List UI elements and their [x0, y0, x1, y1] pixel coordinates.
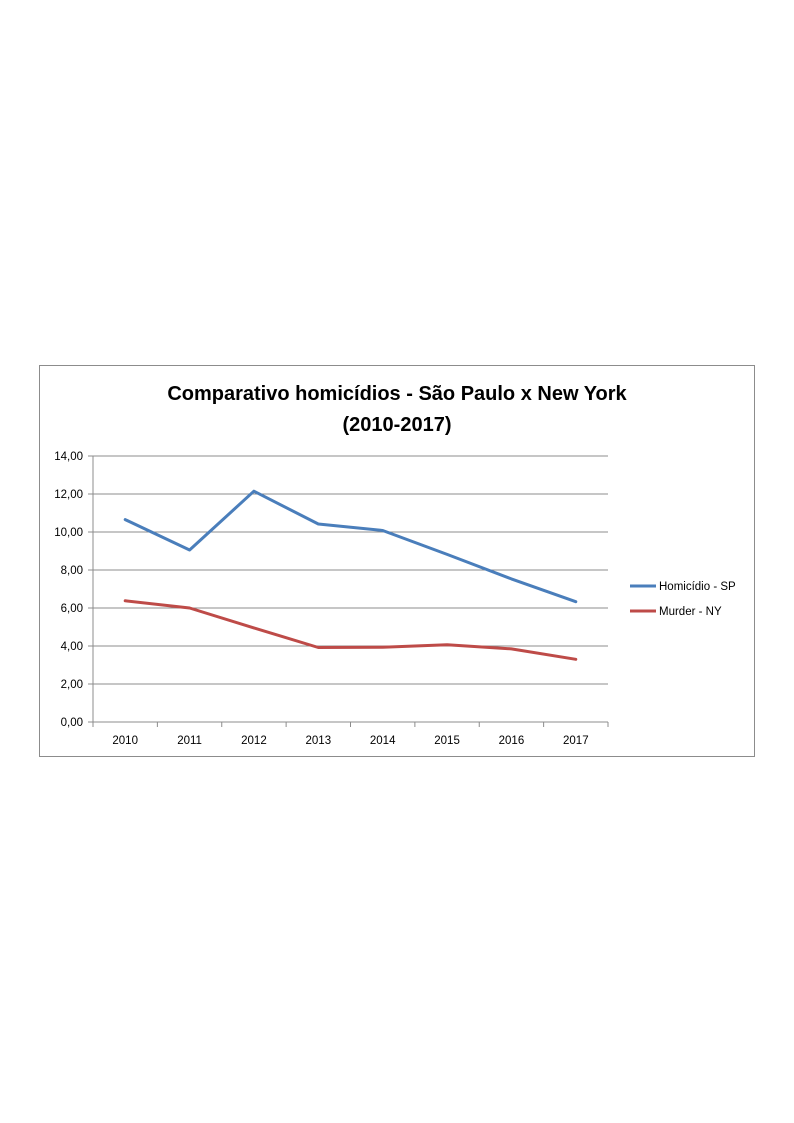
y-tick-label: 2,00: [61, 679, 83, 691]
y-tick-label: 6,00: [61, 603, 83, 615]
axes: 0,00 2,00 4,00 6,00 8,00 10,00 12,00 14,00 2010 2…: [54, 451, 609, 747]
series-line-1: [123, 489, 578, 604]
legend-label-2: Murder - NY: [659, 606, 722, 618]
legend-label-1: Homicídio - SP: [659, 581, 736, 593]
x-tick-label: 2017: [563, 735, 589, 747]
y-tick-label: 12,00: [54, 489, 83, 501]
legend: Homicídio - SP Murder - NY: [630, 581, 736, 618]
y-tick-label: 10,00: [54, 527, 83, 539]
chart-title-line-2: (2010-2017): [343, 414, 452, 436]
grid-lines: [93, 455, 608, 685]
x-tick-label: 2011: [177, 735, 202, 747]
series-line-2: [123, 599, 578, 661]
line-chart: Comparativo homicídios - São Paulo x New…: [54, 383, 736, 747]
y-tick-label: 0,00: [61, 717, 83, 729]
x-tick-label: 2013: [306, 735, 332, 747]
chart-frame: Comparativo homicídios - São Paulo x New…: [39, 365, 755, 757]
series-lines: [123, 489, 578, 661]
x-tick-label: 2012: [241, 735, 267, 747]
x-tick-label: 2010: [112, 735, 138, 747]
x-tick-label: 2014: [370, 735, 396, 747]
y-tick-label: 4,00: [61, 641, 83, 653]
y-tick-label: 8,00: [61, 565, 83, 577]
x-tick-label: 2015: [434, 735, 460, 747]
chart-title-line-1: Comparativo homicídios - São Paulo x New…: [167, 383, 627, 405]
x-tick-label: 2016: [499, 735, 525, 747]
y-tick-label: 14,00: [54, 451, 83, 463]
